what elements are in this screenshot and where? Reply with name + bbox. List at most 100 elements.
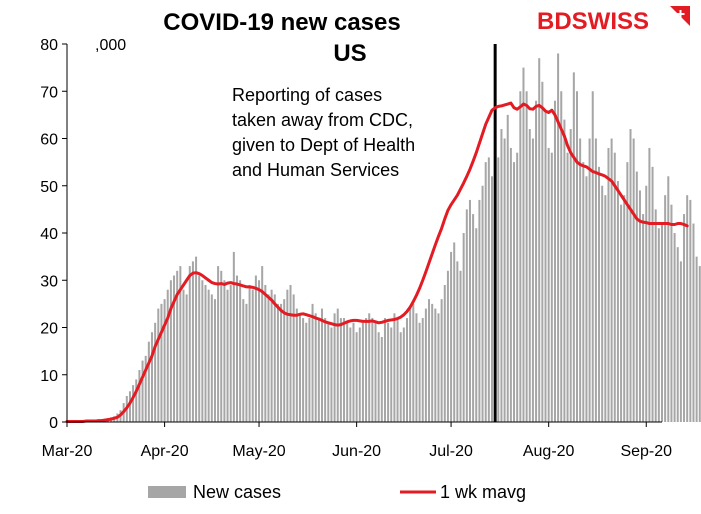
bar-new-cases — [696, 257, 698, 422]
bar-new-cases — [617, 181, 619, 422]
bar-new-cases — [560, 91, 562, 422]
bar-new-cases — [428, 299, 430, 422]
bar-new-cases — [296, 309, 298, 422]
bar-new-cases — [271, 290, 273, 422]
bar-new-cases — [485, 162, 487, 422]
bar-new-cases — [447, 271, 449, 422]
bar-new-cases — [516, 153, 518, 422]
bar-new-cases — [343, 318, 345, 422]
brand-logo: BDSWISS — [537, 6, 690, 35]
bar-new-cases — [677, 247, 679, 422]
bar-new-cases — [604, 195, 606, 422]
bar-new-cases — [510, 148, 512, 422]
bar-new-cases — [482, 186, 484, 422]
annotation-line-1: Reporting of cases — [232, 85, 382, 105]
bar-new-cases — [491, 176, 493, 422]
annotation-line-2: taken away from CDC, — [232, 110, 413, 130]
legend-item-1-wk-mavg: 1 wk mavg — [400, 482, 526, 502]
bar-new-cases — [160, 304, 162, 422]
bar-new-cases — [384, 318, 386, 422]
bar-new-cases — [595, 139, 597, 423]
brand-text-swiss: SWISS — [572, 8, 649, 35]
bar-new-cases — [223, 280, 225, 422]
y-tick-label: 40 — [40, 226, 58, 243]
bar-new-cases — [192, 261, 194, 422]
bar-new-cases — [513, 162, 515, 422]
bar-new-cases — [519, 91, 521, 422]
bar-new-cases — [658, 228, 660, 422]
bar-new-cases — [324, 318, 326, 422]
bar-new-cases — [277, 304, 279, 422]
bar-new-cases — [312, 304, 314, 422]
x-tick-label: Apr-20 — [141, 443, 189, 460]
x-tick-label: Aug-20 — [523, 443, 575, 460]
bar-new-cases — [201, 280, 203, 422]
x-tick-label: Jul-20 — [429, 443, 473, 460]
bar-new-cases — [538, 58, 540, 422]
annotation-line-4: and Human Services — [232, 160, 399, 180]
bar-new-cases — [460, 271, 462, 422]
bar-new-cases — [220, 271, 222, 422]
bar-new-cases — [302, 318, 304, 422]
bar-new-cases — [283, 299, 285, 422]
bar-new-cases — [592, 91, 594, 422]
bar-new-cases — [167, 290, 169, 422]
bar-new-cases — [349, 328, 351, 423]
bar-new-cases — [189, 266, 191, 422]
bar-new-cases — [327, 323, 329, 422]
bar-new-cases — [340, 318, 342, 422]
bar-new-cases — [242, 299, 244, 422]
bar-new-cases — [356, 332, 358, 422]
bar-new-cases — [425, 309, 427, 422]
bar-new-cases — [686, 195, 688, 422]
bar-new-cases — [692, 224, 694, 422]
bar-new-cases — [607, 148, 609, 422]
bar-new-cases — [368, 313, 370, 422]
bar-new-cases — [431, 304, 433, 422]
bar-new-cases — [214, 299, 216, 422]
bar-new-cases — [541, 82, 543, 422]
bar-new-cases — [164, 299, 166, 422]
bar-new-cases — [217, 266, 219, 422]
bar-new-cases — [403, 328, 405, 423]
bar-new-cases — [532, 139, 534, 423]
bar-new-cases — [585, 176, 587, 422]
bar-new-cases — [387, 323, 389, 422]
y-tick-label: 0 — [49, 415, 58, 432]
bar-new-cases — [699, 266, 701, 422]
bar-new-cases — [567, 153, 569, 422]
bar-new-cases — [582, 162, 584, 422]
bar-new-cases — [362, 323, 364, 422]
bar-new-cases — [208, 290, 210, 422]
bar-new-cases — [450, 252, 452, 422]
bar-new-cases — [504, 139, 506, 423]
bar-new-cases — [563, 120, 565, 422]
y-tick-label: 20 — [40, 321, 58, 338]
bar-new-cases — [478, 200, 480, 422]
bar-new-cases — [293, 294, 295, 422]
legend-label-1-wk-mavg: 1 wk mavg — [440, 482, 526, 502]
bar-new-cases — [557, 53, 559, 422]
x-tick-label: May-20 — [232, 443, 285, 460]
bar-new-cases — [667, 176, 669, 422]
bar-new-cases — [264, 285, 266, 422]
bar-new-cases — [620, 205, 622, 422]
bar-new-cases — [274, 294, 276, 422]
legend-swatch-new-cases — [148, 486, 186, 498]
bar-new-cases — [526, 91, 528, 422]
bar-new-cases — [236, 276, 238, 422]
bar-new-cases — [573, 72, 575, 422]
bar-new-cases — [415, 313, 417, 422]
bar-new-cases — [135, 379, 137, 422]
brand-text: BDSWISS — [537, 8, 649, 35]
bar-new-cases — [642, 214, 644, 422]
unit-label: ,000 — [95, 37, 126, 54]
bar-new-cases — [601, 186, 603, 422]
bar-new-cases — [551, 153, 553, 422]
bar-new-cases — [195, 257, 197, 422]
bar-new-cases — [375, 323, 377, 422]
bar-new-cases — [500, 129, 502, 422]
bar-new-cases — [393, 313, 395, 422]
